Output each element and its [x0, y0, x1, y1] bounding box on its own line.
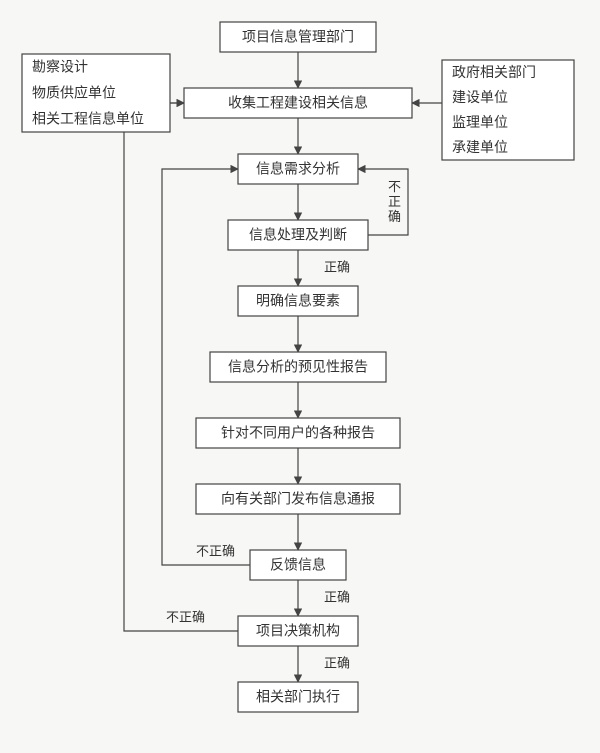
edge-label-loop3: 不正确	[166, 609, 205, 624]
flow-node-label-n10: 项目决策机构	[256, 623, 340, 639]
side-box-line-sideR-1: 建设单位	[452, 89, 508, 105]
flow-node-label-n3: 信息需求分析	[256, 161, 340, 177]
edge-label-e9: 正确	[324, 589, 350, 604]
flow-node-label-n4: 信息处理及判断	[249, 227, 347, 243]
side-box-line-sideL-0: 勘察设计	[32, 59, 88, 75]
side-box-line-sideL-2: 相关工程信息单位	[32, 111, 144, 127]
side-box-line-sideR-3: 承建单位	[452, 139, 508, 155]
edge-label-e4: 正确	[324, 259, 350, 274]
edge-label-loop1: 不正确	[388, 179, 401, 224]
flow-node-label-n2: 收集工程建设相关信息	[228, 95, 368, 111]
edge-label-e10: 正确	[324, 655, 350, 670]
side-box-line-sideL-1: 物质供应单位	[32, 85, 116, 101]
side-box-line-sideR-2: 监理单位	[452, 114, 508, 130]
flow-node-label-n7: 针对不同用户的各种报告	[221, 425, 375, 441]
flow-node-label-n5: 明确信息要素	[256, 293, 340, 309]
flow-node-label-n9: 反馈信息	[270, 557, 326, 573]
side-box-line-sideR-0: 政府相关部门	[452, 64, 536, 80]
flow-node-label-n6: 信息分析的预见性报告	[228, 359, 368, 375]
flow-node-label-n8: 向有关部门发布信息通报	[221, 491, 375, 507]
flow-node-label-n1: 项目信息管理部门	[242, 29, 354, 45]
flow-node-label-n11: 相关部门执行	[256, 689, 340, 705]
edge-label-loop2: 不正确	[196, 543, 235, 558]
